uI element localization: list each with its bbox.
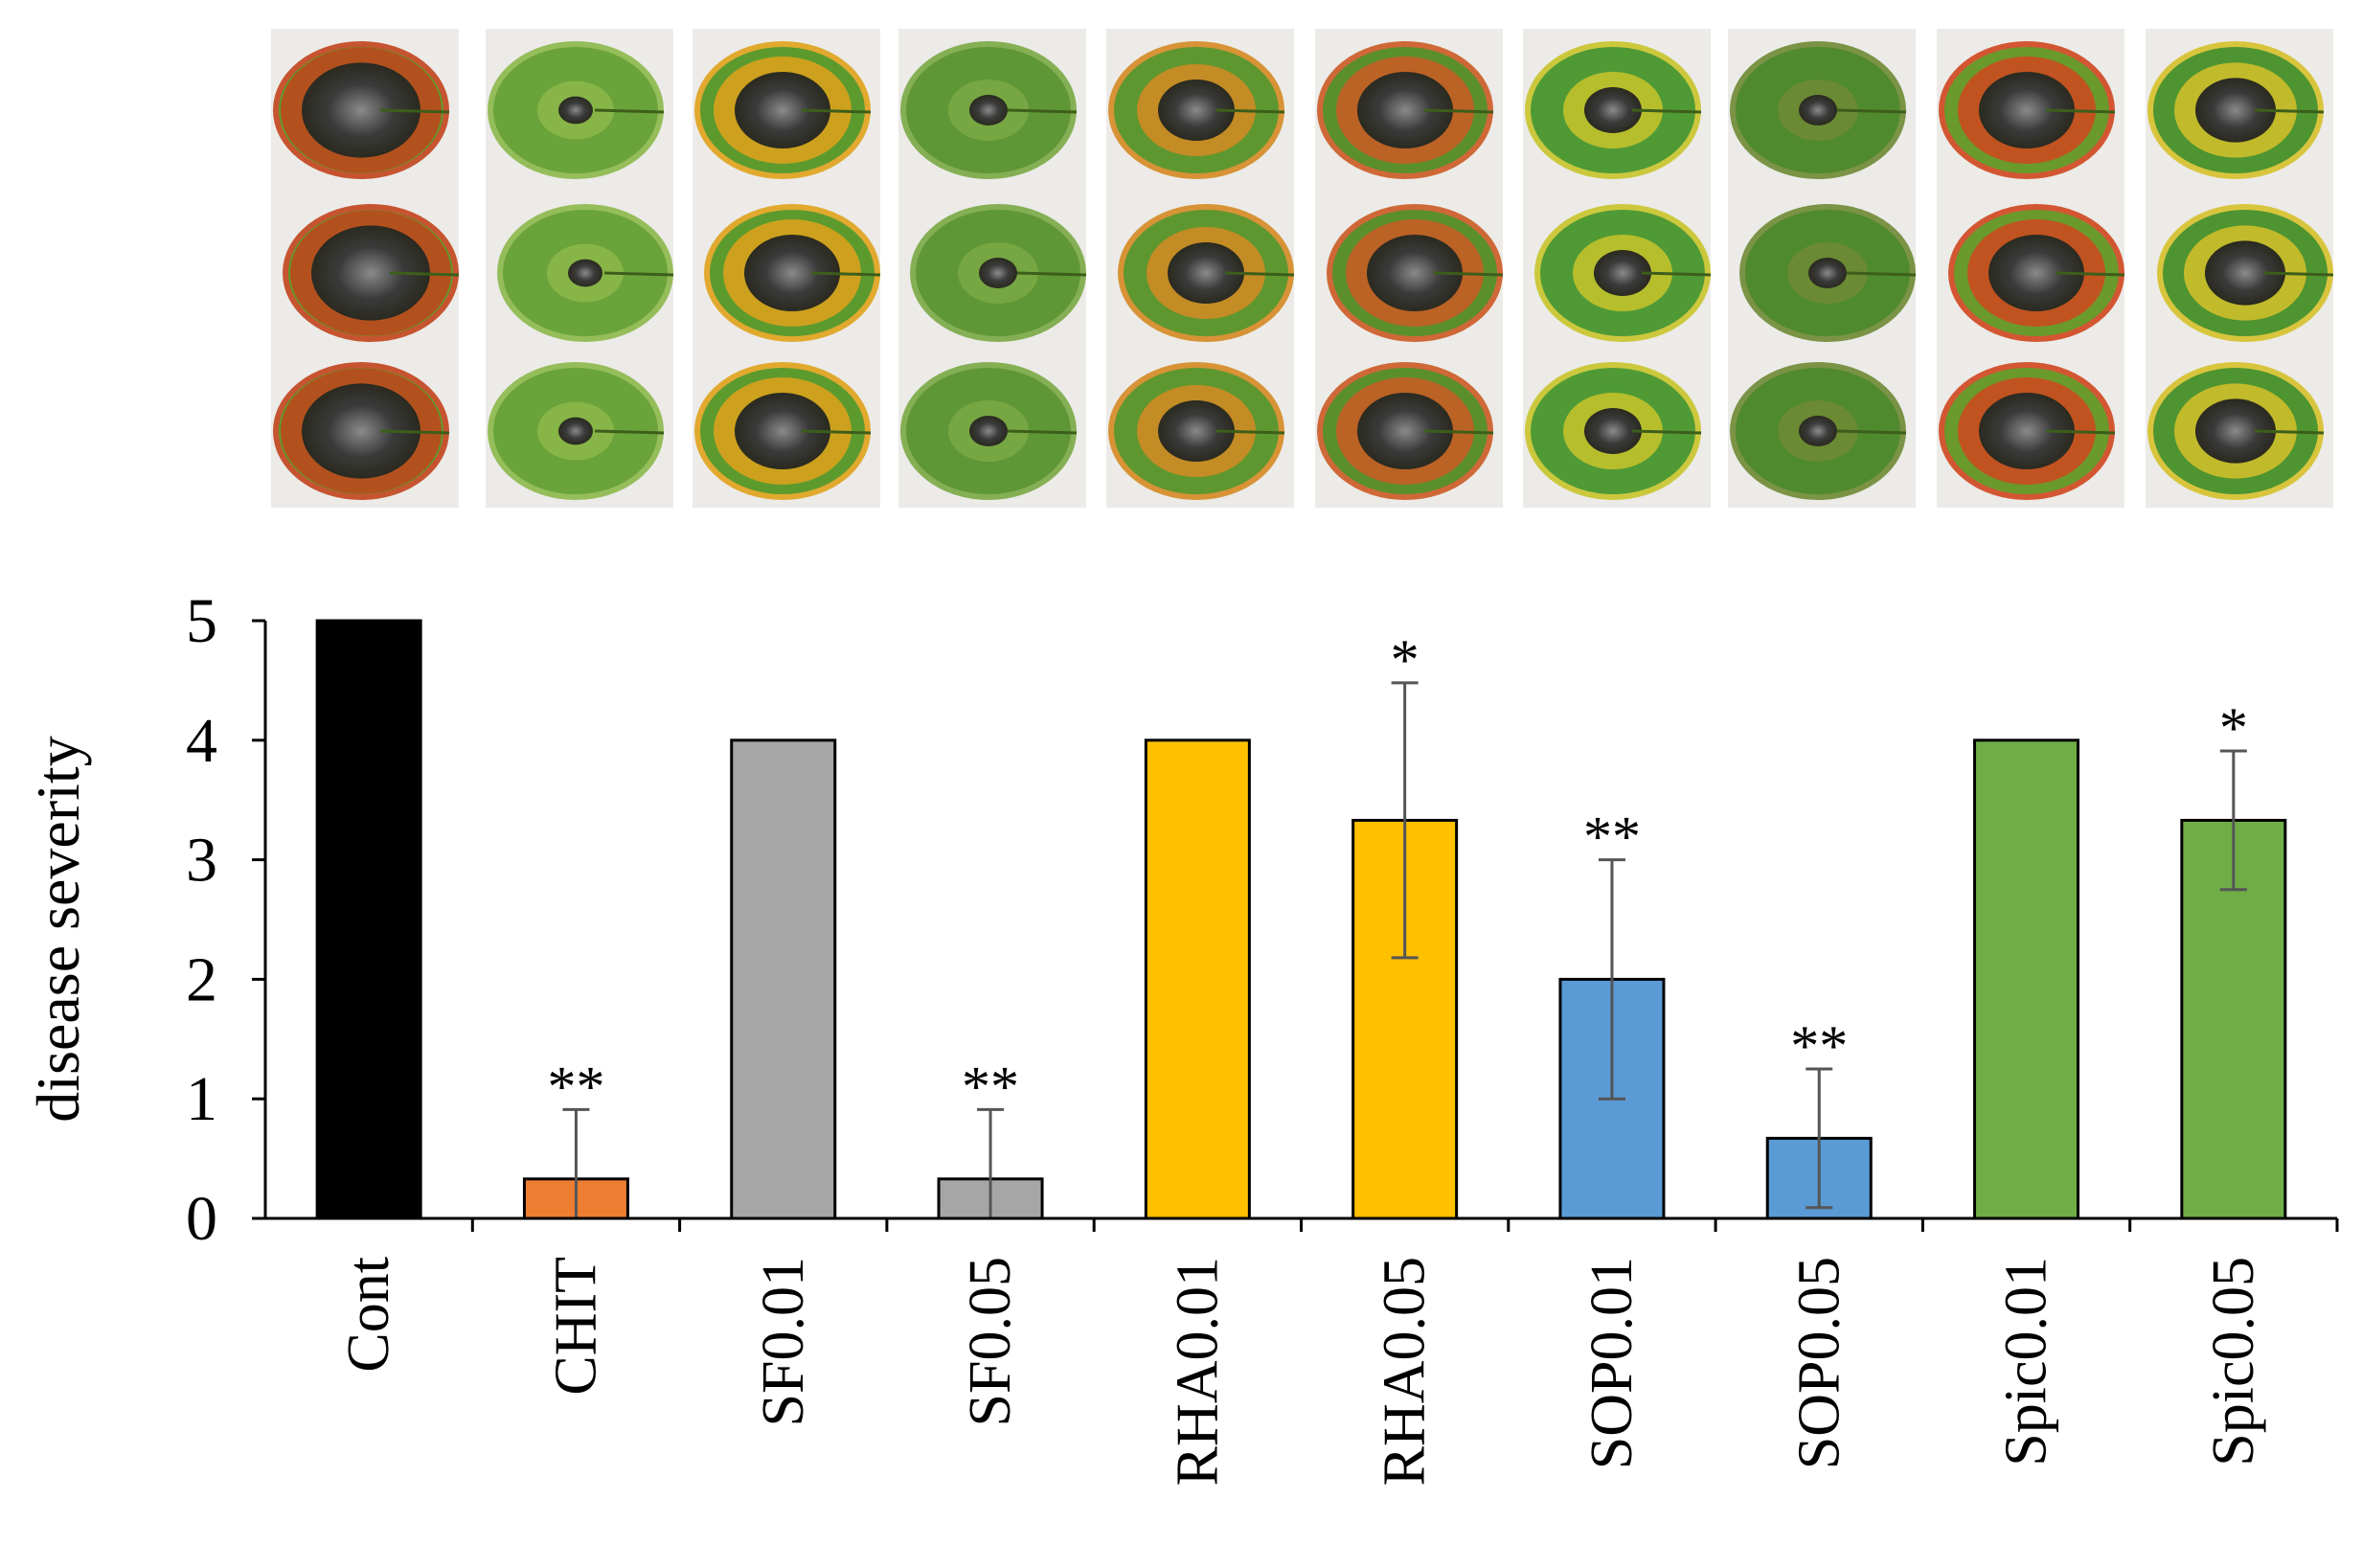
leaf-icon — [704, 204, 881, 342]
leaf-icon — [497, 204, 674, 342]
significance-SOP0.05: ** — [1790, 1014, 1848, 1078]
leaf-icon — [910, 204, 1087, 342]
error-bar-RHA0.05 — [1391, 681, 1419, 960]
leaf-icon — [283, 204, 460, 342]
leaf-icon — [1939, 41, 2116, 179]
x-category-label: CHIT — [543, 1257, 608, 1396]
leaf-photo-panel — [1523, 29, 1712, 508]
significance-RHA0.05: * — [1391, 628, 1419, 692]
error-bar-Spic0.05 — [2219, 749, 2247, 892]
leaf-photo-panel — [271, 29, 460, 508]
bar-RHA0.01 — [1144, 739, 1251, 1220]
leaf-icon — [1118, 204, 1295, 342]
x-category-label: Cont — [336, 1257, 401, 1373]
error-bar-SOP0.05 — [1806, 1067, 1833, 1210]
bar-Spic0.01 — [1973, 739, 2080, 1220]
y-tick-label: 0 — [186, 1184, 217, 1254]
leaf-photo-strip — [271, 29, 2334, 508]
axes-group — [263, 621, 2339, 1232]
y-tick-label: 1 — [186, 1064, 217, 1134]
x-category-label: SOP0.01 — [1579, 1257, 1645, 1469]
error-bar-SOP0.01 — [1598, 858, 1625, 1101]
bar-Cont — [315, 619, 422, 1220]
leaf-icon — [1525, 41, 1702, 179]
x-category-label: Spic0.05 — [2201, 1257, 2266, 1466]
y-tick-label: 3 — [186, 826, 217, 896]
leaf-icon — [1108, 362, 1285, 500]
leaf-icon — [273, 41, 450, 179]
leaf-icon — [1534, 204, 1712, 342]
significance-CHIT: ** — [547, 1055, 604, 1118]
leaf-icon — [488, 41, 665, 179]
significance-SF0.05: ** — [962, 1055, 1019, 1118]
leaf-icon — [1730, 362, 1907, 500]
leaf-photo-panel — [1937, 29, 2125, 508]
leaf-icon — [1327, 204, 1504, 342]
leaf-icon — [1317, 41, 1494, 179]
bars-group — [315, 619, 2287, 1220]
x-labels-group: Cont CHIT SF0.01 SF0.05 RHA0.01 RHA0.05 SOP0.0… — [336, 1257, 2266, 1486]
leaf-icon — [1939, 362, 2116, 500]
x-category-label: RHA0.01 — [1165, 1257, 1230, 1486]
y-tick-label: 2 — [186, 944, 217, 1014]
y-tick-label: 5 — [186, 586, 217, 656]
leaf-icon — [488, 362, 665, 500]
leaf-icon — [1525, 362, 1702, 500]
x-category-label: SOP0.05 — [1786, 1257, 1851, 1469]
leaf-icon — [2157, 204, 2334, 342]
bar-SF0.01 — [730, 739, 837, 1220]
leaf-photo-panel — [693, 29, 881, 508]
significance-group: ** ******** — [547, 628, 2247, 1119]
leaf-icon — [2147, 41, 2325, 179]
leaf-photo-panel — [1728, 29, 1917, 508]
y-axis-label: disease severity — [24, 736, 92, 1122]
leaf-icon — [2147, 362, 2325, 500]
leaf-photo-panel — [486, 29, 674, 508]
leaf-photo-panel — [898, 29, 1087, 508]
leaf-icon — [694, 362, 872, 500]
leaf-icon — [900, 41, 1078, 179]
leaf-photo-panel — [2146, 29, 2334, 508]
x-category-label: SF0.01 — [751, 1257, 816, 1426]
leaf-icon — [1948, 204, 2125, 342]
y-tick-label: 4 — [186, 706, 217, 776]
leaf-icon — [1739, 204, 1917, 342]
significance-Spic0.05: * — [2219, 696, 2248, 760]
leaf-icon — [900, 362, 1078, 500]
y-ticks-group: 0 1 2 3 4 5 — [186, 586, 265, 1254]
x-category-label: Spic0.01 — [1994, 1257, 2059, 1466]
leaf-icon — [1108, 41, 1285, 179]
leaf-icon — [1730, 41, 1907, 179]
significance-SOP0.01: ** — [1583, 806, 1641, 869]
leaf-photo-panel — [1106, 29, 1295, 508]
leaf-icon — [1317, 362, 1494, 500]
x-category-label: RHA0.05 — [1373, 1257, 1438, 1486]
leaf-photo-panel — [1315, 29, 1504, 508]
leaf-icon — [273, 362, 450, 500]
leaf-icon — [694, 41, 872, 179]
x-category-label: SF0.05 — [958, 1257, 1023, 1426]
